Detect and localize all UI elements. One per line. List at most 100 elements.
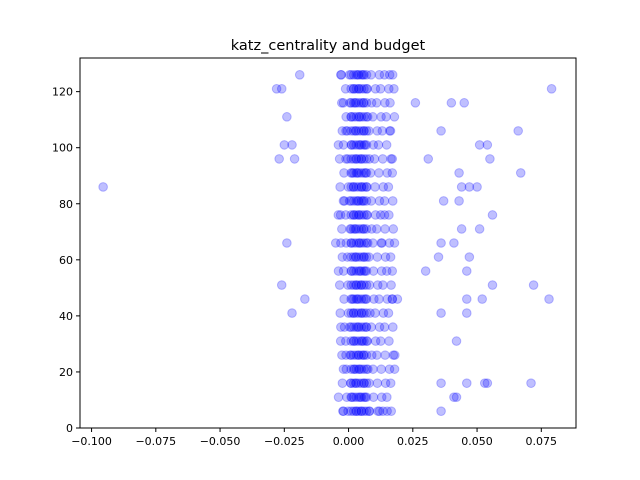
data-point xyxy=(354,378,364,388)
data-point xyxy=(336,70,347,80)
data-point xyxy=(351,406,362,416)
data-point xyxy=(348,238,359,248)
data-point xyxy=(438,196,449,206)
data-point xyxy=(340,84,351,94)
data-point xyxy=(346,210,356,220)
data-point xyxy=(387,168,398,178)
data-point xyxy=(348,336,359,346)
data-point xyxy=(369,294,379,304)
data-point xyxy=(359,266,369,276)
data-point xyxy=(351,210,362,220)
data-point xyxy=(341,112,351,122)
data-point xyxy=(389,112,400,122)
data-point xyxy=(387,196,398,206)
data-point xyxy=(358,196,368,206)
data-point xyxy=(356,182,367,192)
data-point xyxy=(354,266,364,276)
data-point xyxy=(347,392,357,402)
data-point xyxy=(351,196,362,206)
data-point xyxy=(526,378,536,388)
data-point xyxy=(361,350,372,360)
data-point xyxy=(379,70,390,80)
data-point xyxy=(376,364,387,374)
data-point xyxy=(380,378,391,388)
data-point xyxy=(351,280,361,290)
data-point xyxy=(382,168,392,178)
data-point xyxy=(356,336,367,346)
data-point xyxy=(351,364,362,374)
data-point xyxy=(358,350,369,360)
data-point xyxy=(349,210,359,220)
data-point xyxy=(359,294,369,304)
data-point xyxy=(337,126,348,136)
data-point xyxy=(359,70,369,80)
data-point xyxy=(378,280,388,290)
data-point xyxy=(436,238,446,248)
data-point xyxy=(361,70,372,80)
data-point xyxy=(289,154,300,164)
y-tick-label: 20 xyxy=(59,366,73,379)
data-point xyxy=(387,154,398,164)
data-point xyxy=(348,322,359,332)
data-point xyxy=(354,154,364,164)
data-point xyxy=(343,308,354,318)
data-point xyxy=(351,84,362,94)
data-point xyxy=(334,154,345,164)
data-point xyxy=(371,224,382,234)
data-point xyxy=(376,392,387,402)
data-point xyxy=(436,406,446,416)
data-point xyxy=(350,252,361,262)
data-point xyxy=(351,280,362,290)
data-point xyxy=(338,266,349,276)
data-point xyxy=(364,406,375,416)
data-point xyxy=(356,112,367,122)
data-point xyxy=(352,168,363,178)
data-point xyxy=(368,238,378,248)
data-point xyxy=(361,252,372,262)
data-point xyxy=(385,252,396,262)
data-point xyxy=(361,210,372,220)
data-point xyxy=(354,140,364,150)
data-point xyxy=(362,336,373,346)
data-point xyxy=(366,350,377,360)
data-point xyxy=(359,140,369,150)
data-point xyxy=(482,140,493,150)
data-point xyxy=(354,112,365,122)
data-point xyxy=(477,294,488,304)
data-point xyxy=(349,364,360,374)
data-point xyxy=(346,336,356,346)
data-point xyxy=(359,322,369,332)
data-point xyxy=(341,350,351,360)
data-point xyxy=(348,70,359,80)
y-axis: 0 20 40 60 80 100 120 xyxy=(52,86,80,435)
data-point xyxy=(360,140,370,150)
data-point xyxy=(337,378,348,388)
data-point xyxy=(359,154,369,164)
data-point xyxy=(364,378,374,388)
data-point xyxy=(356,308,367,318)
data-point xyxy=(98,182,108,192)
data-point xyxy=(528,280,539,290)
data-point xyxy=(357,336,368,346)
data-point xyxy=(361,224,372,234)
data-point xyxy=(338,140,349,150)
data-point xyxy=(487,280,498,290)
data-point xyxy=(351,154,361,164)
data-point xyxy=(356,224,367,234)
data-point xyxy=(371,98,382,108)
data-point xyxy=(361,98,372,108)
data-point xyxy=(342,126,353,136)
data-point xyxy=(349,336,359,346)
data-point xyxy=(346,98,356,108)
data-point xyxy=(351,182,362,192)
data-point xyxy=(336,322,346,332)
data-point xyxy=(356,210,367,220)
data-point xyxy=(360,294,371,304)
data-point xyxy=(361,154,372,164)
data-point xyxy=(336,70,346,80)
data-point xyxy=(363,238,373,248)
data-point xyxy=(356,252,367,262)
data-point xyxy=(384,84,394,94)
data-point xyxy=(375,84,386,94)
data-point xyxy=(354,210,364,220)
